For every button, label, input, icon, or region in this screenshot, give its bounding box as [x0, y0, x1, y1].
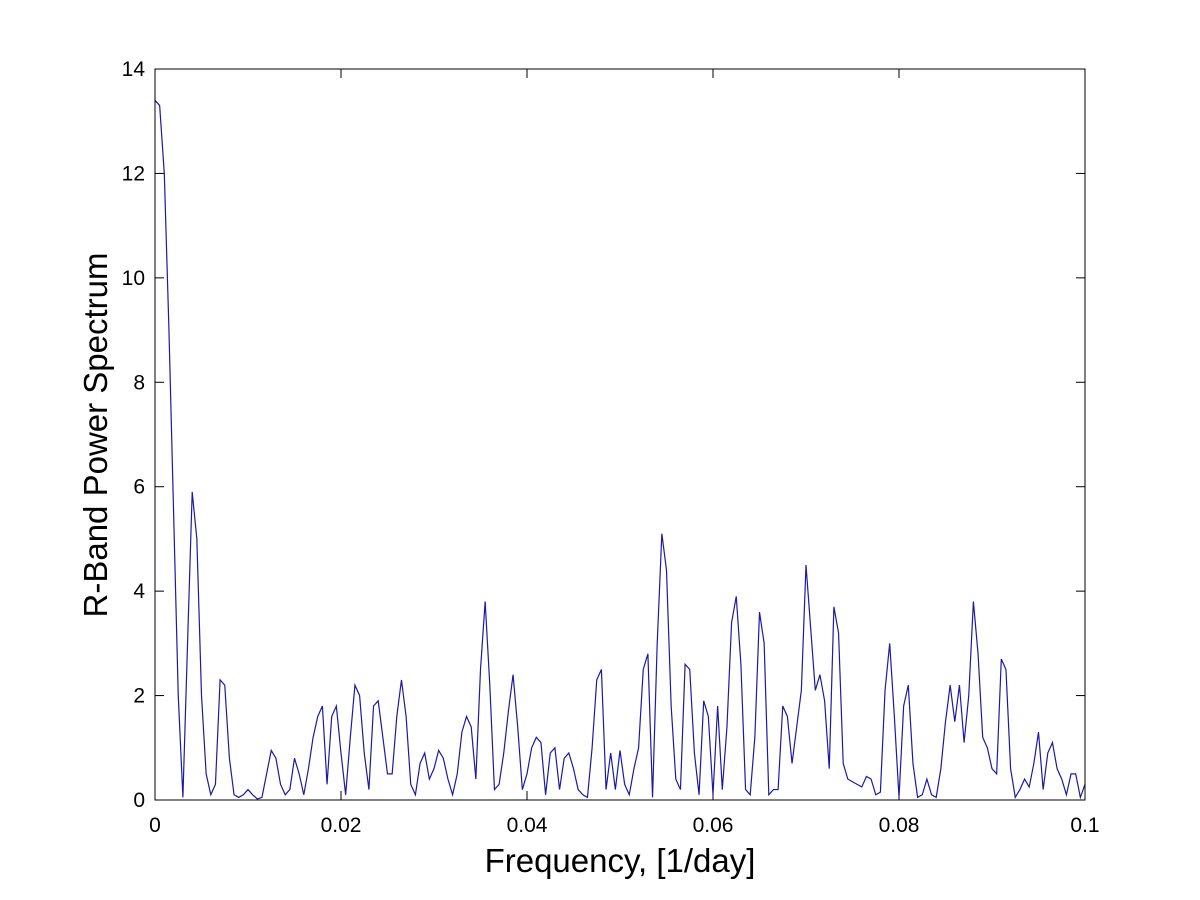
- spectrum-line: [154, 99, 1086, 800]
- x-tick-label: 0.02: [321, 814, 362, 837]
- y-tick-label: 0: [133, 789, 145, 812]
- y-tick-label: 14: [122, 58, 146, 81]
- y-tick-label: 10: [122, 267, 145, 290]
- y-tick-label: 2: [133, 685, 145, 708]
- x-axis-label: Frequency, [1/day]: [485, 842, 756, 879]
- x-tick-label: 0.04: [507, 814, 548, 837]
- y-axis-label: R-Band Power Spectrum: [77, 253, 114, 618]
- x-tick-label: 0: [149, 814, 161, 837]
- y-tick-label: 12: [122, 162, 145, 185]
- x-tick-label: 0.08: [879, 814, 920, 837]
- y-tick-label: 4: [133, 580, 145, 603]
- plot-frame: [154, 68, 1086, 801]
- x-tick-label: 0.06: [693, 814, 734, 837]
- y-tick-label: 8: [133, 371, 145, 394]
- y-tick-label: 6: [133, 476, 145, 499]
- x-tick-label: 0.1: [1070, 814, 1099, 837]
